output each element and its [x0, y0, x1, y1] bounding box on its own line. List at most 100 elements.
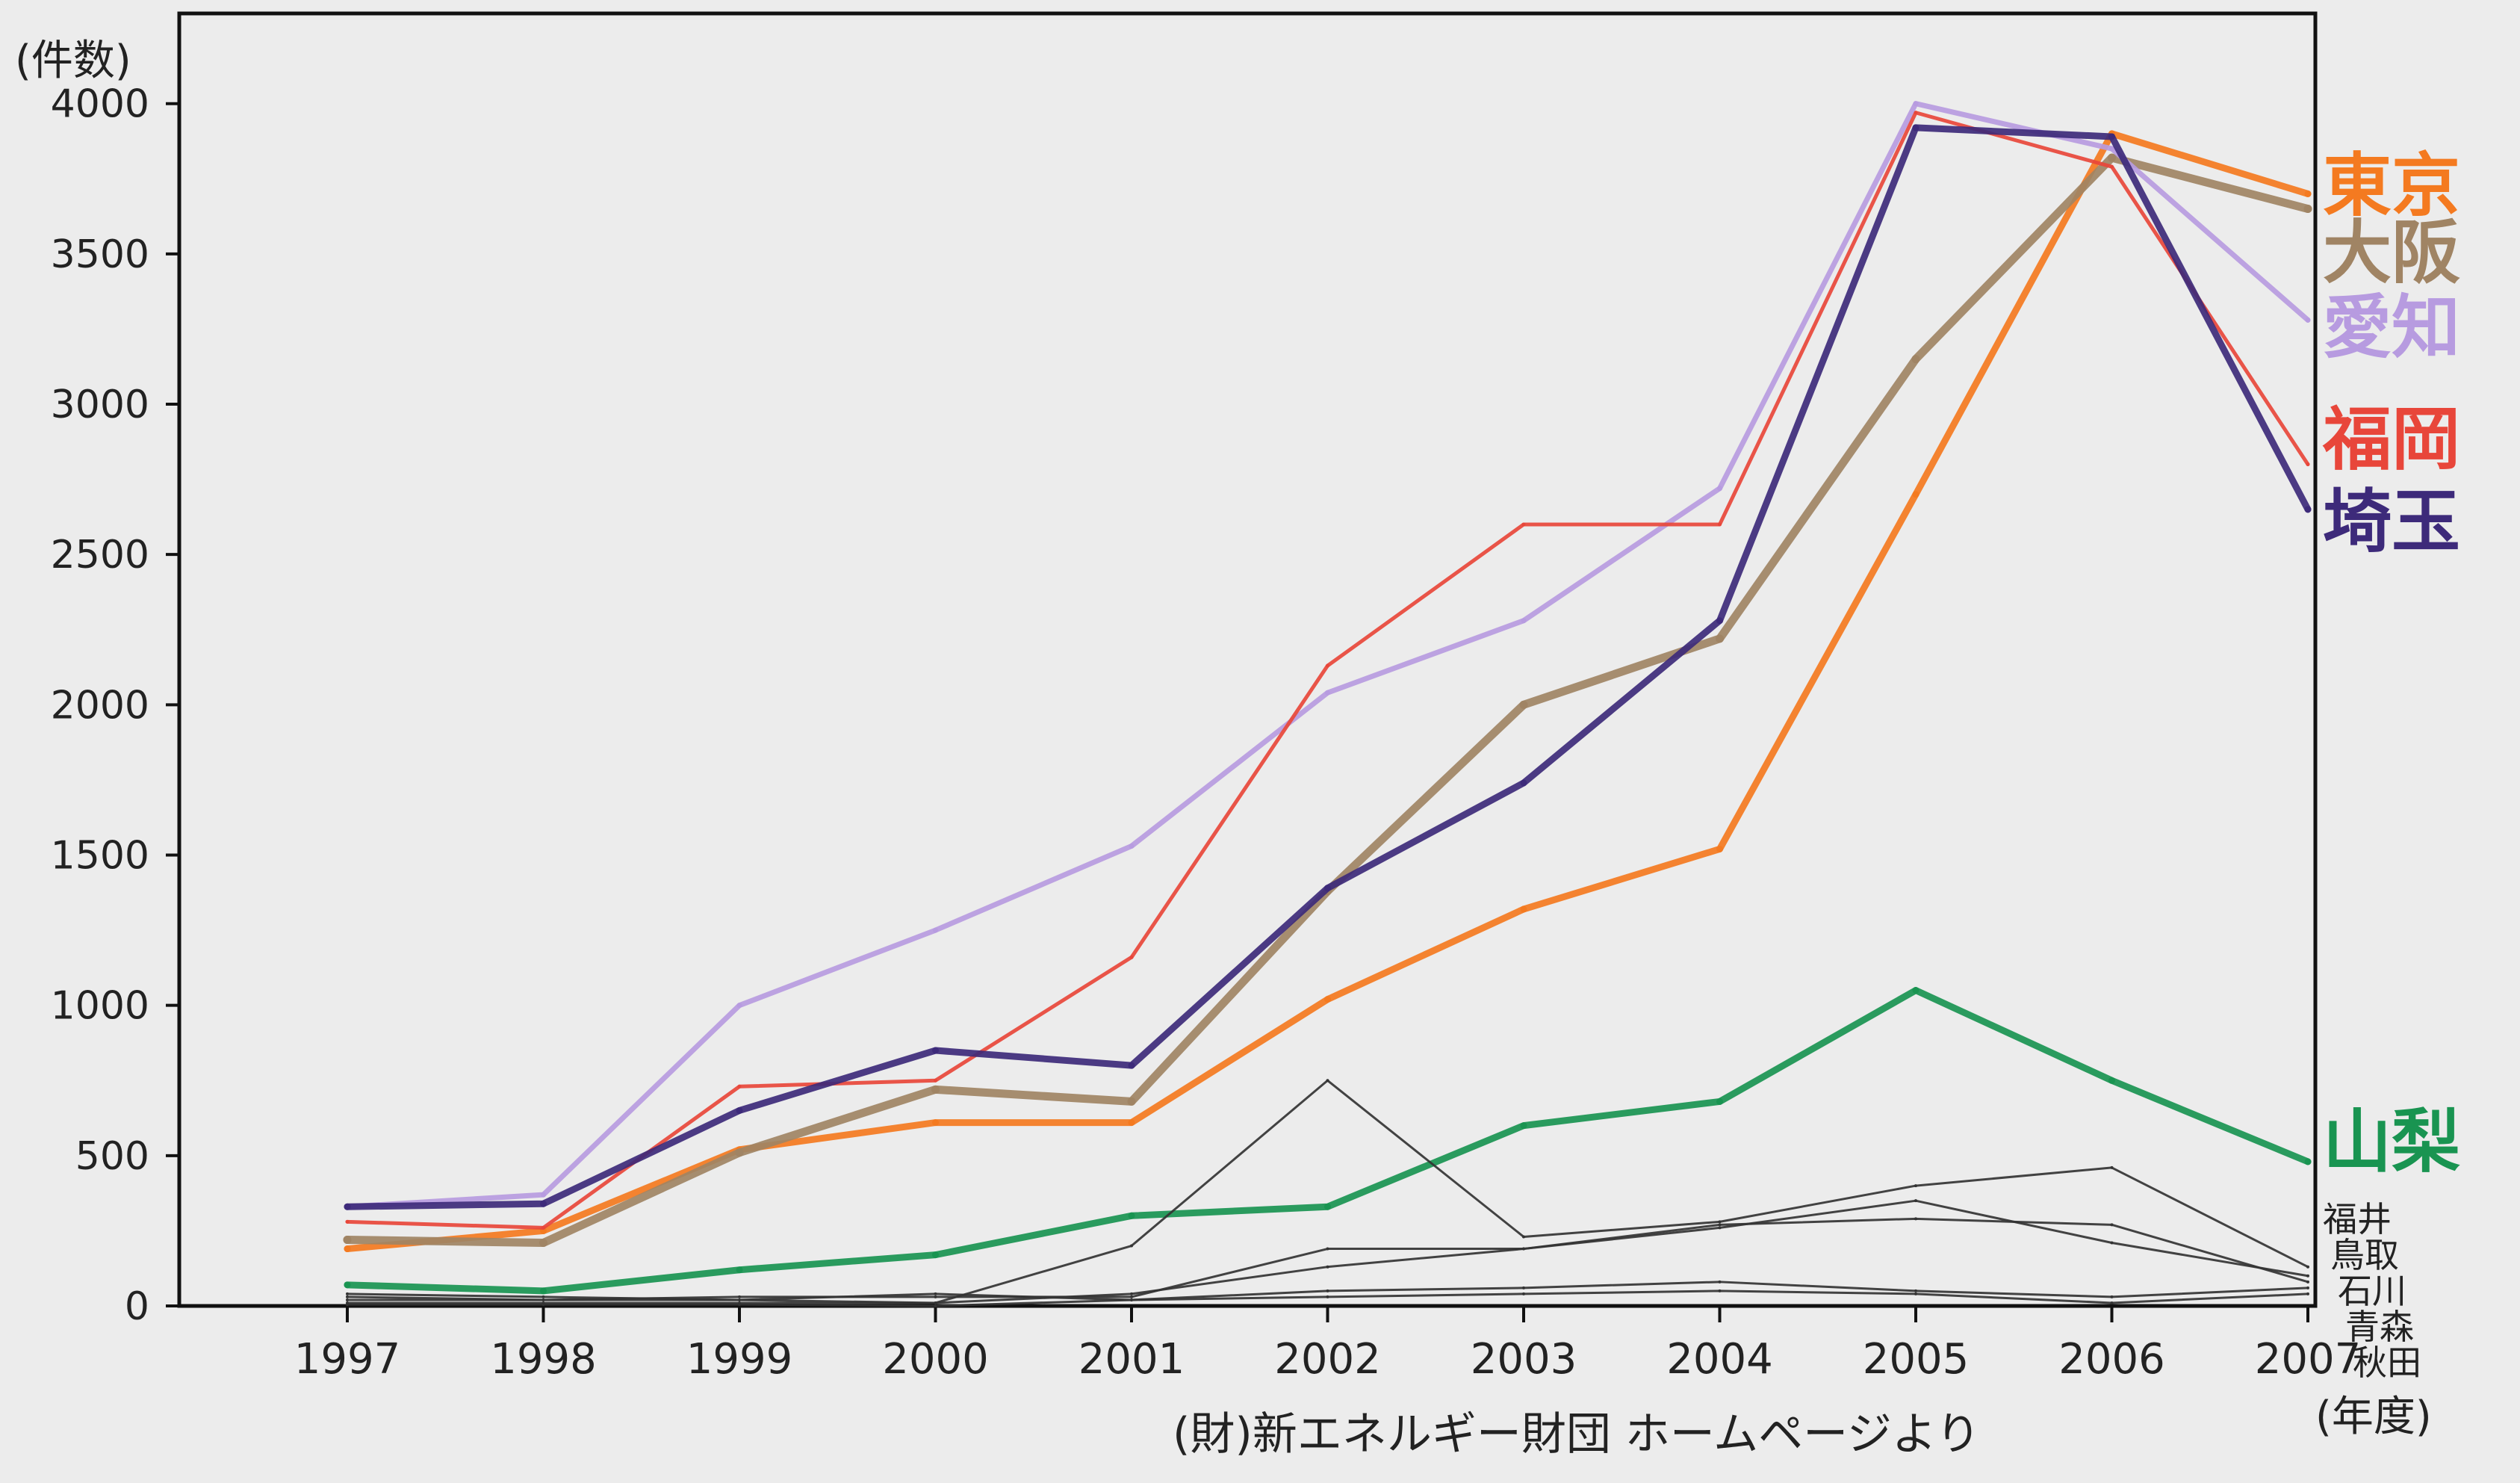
- data-point: [1326, 1295, 1329, 1298]
- data-point: [1521, 618, 1527, 624]
- legend-label: 埼玉: [2323, 482, 2460, 562]
- data-point: [736, 1003, 742, 1009]
- data-point: [1914, 111, 1918, 115]
- data-point: [346, 1292, 349, 1295]
- y-tick-label: 1500: [51, 834, 149, 879]
- data-point: [541, 1302, 545, 1306]
- data-point: [2306, 1274, 2309, 1278]
- data-point: [343, 1235, 352, 1244]
- data-point: [1718, 1289, 1722, 1292]
- data-point: [934, 1078, 937, 1083]
- data-point: [934, 1301, 937, 1304]
- data-point: [346, 1302, 349, 1306]
- data-point: [541, 1295, 545, 1298]
- y-tick-label: 2000: [51, 683, 149, 728]
- y-tick-label: 3500: [51, 232, 149, 277]
- data-point: [934, 1292, 937, 1295]
- data-point: [1718, 1280, 1722, 1284]
- data-point: [932, 1047, 939, 1054]
- data-point: [934, 1304, 937, 1307]
- data-point: [1130, 1295, 1133, 1298]
- data-point: [540, 1287, 547, 1295]
- data-point: [2108, 1077, 2115, 1084]
- x-tick-label: 2003: [1471, 1335, 1577, 1384]
- data-point: [737, 1084, 742, 1089]
- series-5: [344, 124, 2312, 1210]
- y-tick-label: 2500: [51, 533, 149, 578]
- data-point: [1130, 1244, 1133, 1248]
- data-point: [2306, 1280, 2309, 1284]
- data-point: [1326, 1079, 1329, 1083]
- data-point: [1914, 1289, 1917, 1292]
- x-tick-label: 1998: [490, 1335, 597, 1384]
- data-point: [2109, 146, 2114, 152]
- data-point: [1128, 1212, 1135, 1219]
- legend-label: 福岡: [2322, 400, 2460, 480]
- data-point: [2304, 506, 2312, 513]
- data-point: [346, 1298, 349, 1301]
- data-point: [541, 1298, 545, 1301]
- data-point: [738, 1298, 741, 1301]
- data-point: [1324, 996, 1331, 1003]
- data-point: [1326, 1289, 1329, 1292]
- data-point: [1912, 491, 1920, 498]
- data-point: [1718, 1220, 1722, 1224]
- x-tick-label: 1999: [686, 1335, 793, 1384]
- y-tick-label: 0: [125, 1284, 149, 1329]
- data-point: [1716, 617, 1723, 625]
- source-note: (財)新エネルギー財団 ホームページより: [1173, 1408, 1981, 1461]
- legend-label: 青森: [2345, 1307, 2414, 1347]
- x-unit-label: (年度): [2315, 1393, 2432, 1441]
- data-point: [934, 1295, 937, 1298]
- legend-label: 愛知: [2323, 288, 2460, 368]
- data-point: [2110, 1301, 2114, 1304]
- x-tick-label: 2000: [882, 1335, 989, 1384]
- data-point: [2110, 1295, 2114, 1298]
- data-point: [2306, 1265, 2309, 1269]
- data-point: [2306, 1286, 2309, 1290]
- x-tick-label: 2005: [1863, 1335, 1970, 1384]
- data-point: [738, 1302, 741, 1306]
- data-point: [2306, 1292, 2309, 1295]
- data-point: [2303, 205, 2312, 214]
- data-point: [2304, 1158, 2312, 1165]
- data-point: [736, 1106, 743, 1114]
- data-point: [539, 1239, 547, 1248]
- x-tick-label: 2006: [2058, 1335, 2165, 1384]
- data-point: [2306, 462, 2310, 466]
- data-point: [541, 1225, 545, 1230]
- data-point: [735, 1148, 744, 1157]
- data-point: [1913, 101, 1919, 107]
- legend-label: 大阪: [2323, 213, 2460, 293]
- legend-label: 福井: [2323, 1199, 2392, 1239]
- data-point: [1522, 1292, 1525, 1295]
- data-point: [1716, 634, 1724, 643]
- data-point: [1718, 1223, 1722, 1227]
- data-point: [738, 1295, 741, 1298]
- x-tick-label: 2007: [2255, 1335, 2362, 1384]
- data-point: [1520, 779, 1527, 787]
- data-point: [2110, 1223, 2114, 1227]
- data-point: [1914, 1199, 1917, 1203]
- data-point: [933, 927, 938, 933]
- data-point: [1129, 843, 1135, 849]
- legend-label: 石川: [2338, 1271, 2406, 1311]
- data-point: [932, 1251, 939, 1259]
- data-point: [1718, 522, 1722, 527]
- data-point: [345, 1219, 350, 1224]
- data-point: [1522, 1247, 1525, 1251]
- x-tick-label: 2002: [1274, 1335, 1381, 1384]
- data-point: [2108, 153, 2116, 162]
- plot-frame: [177, 11, 2318, 1308]
- data-point: [1127, 1097, 1136, 1106]
- data-point: [1522, 1235, 1525, 1239]
- y-tick-label: 3000: [51, 383, 149, 427]
- data-point: [1911, 355, 1920, 364]
- data-point: [1914, 1184, 1917, 1188]
- series-11: [346, 1289, 2309, 1304]
- data-point: [1130, 1298, 1133, 1301]
- y-tick-label: 1000: [51, 984, 149, 1029]
- x-tick-label: 2001: [1079, 1335, 1185, 1384]
